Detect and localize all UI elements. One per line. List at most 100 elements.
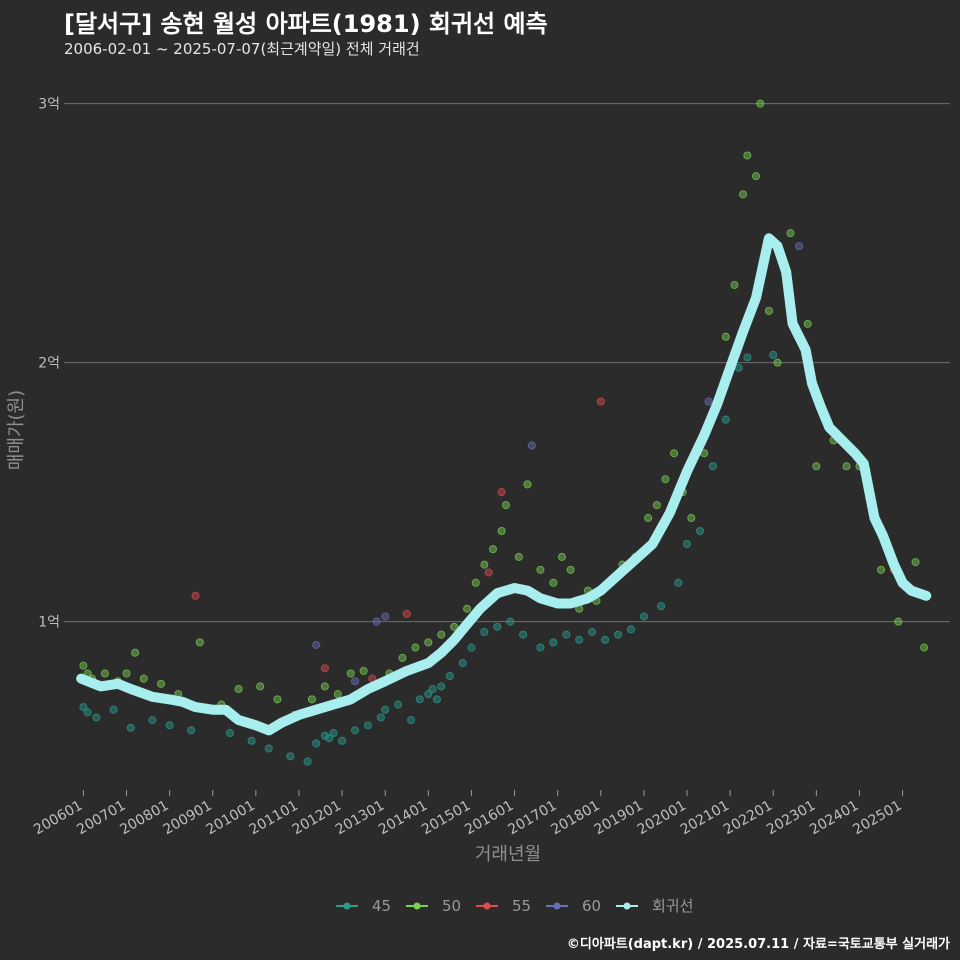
point-50 — [437, 630, 446, 639]
point-50 — [307, 695, 316, 704]
point-50 — [273, 695, 282, 704]
point-45 — [639, 612, 648, 621]
point-45 — [437, 682, 446, 691]
point-60 — [527, 441, 536, 450]
point-45 — [506, 617, 515, 626]
source-caption: ©디아파트(dapt.kr) / 2025.07.11 / 자료=국토교통부 실… — [566, 937, 950, 952]
point-60 — [351, 677, 360, 686]
point-60 — [381, 612, 390, 621]
point-45 — [428, 684, 437, 693]
gridlines — [64, 103, 950, 623]
point-45 — [549, 638, 558, 647]
point-50 — [398, 653, 407, 662]
point-50 — [480, 560, 489, 569]
point-45 — [708, 462, 717, 471]
point-50 — [463, 604, 472, 613]
x-tick-label: 202301 — [764, 798, 818, 839]
point-50 — [234, 684, 243, 693]
point-45 — [312, 739, 321, 748]
point-45 — [480, 628, 489, 637]
point-45 — [588, 628, 597, 637]
point-45 — [363, 721, 372, 730]
point-50 — [644, 514, 653, 523]
point-50 — [670, 449, 679, 458]
point-55 — [596, 397, 605, 406]
point-45 — [445, 672, 454, 681]
x-tick-label: 200901 — [160, 798, 214, 839]
point-45 — [351, 726, 360, 735]
point-50 — [501, 501, 510, 510]
point-45 — [320, 731, 329, 740]
point-45 — [415, 695, 424, 704]
point-50 — [488, 545, 497, 554]
legend-key-dot — [623, 902, 631, 910]
point-50 — [131, 648, 140, 657]
legend-label: 60 — [582, 897, 601, 915]
point-45 — [683, 539, 692, 548]
chart-title: [달서구] 송현 월성 아파트(1981) 회귀선 예측 — [64, 10, 548, 38]
regression-line — [76, 233, 932, 736]
point-45 — [381, 705, 390, 714]
x-tick-label: 201901 — [592, 798, 646, 839]
point-50 — [536, 565, 545, 574]
point-55 — [484, 568, 493, 577]
point-50 — [514, 552, 523, 561]
point-50 — [139, 674, 148, 683]
point-50 — [450, 622, 459, 631]
point-50 — [773, 358, 782, 367]
point-50 — [122, 669, 131, 678]
point-50 — [333, 690, 342, 699]
point-50 — [911, 558, 920, 567]
x-axis-title: 거래년월 — [475, 844, 541, 865]
point-50 — [523, 480, 532, 489]
legend-key-dot — [413, 902, 421, 910]
y-axis-title: 매매가(원) — [6, 390, 27, 470]
point-45 — [536, 643, 545, 652]
point-60 — [372, 617, 381, 626]
point-60 — [312, 640, 321, 649]
legend-label: 회귀선 — [652, 897, 693, 915]
point-55 — [320, 664, 329, 673]
point-50 — [721, 332, 730, 341]
point-50 — [79, 661, 88, 670]
legend-key-dot — [343, 902, 351, 910]
x-tick-label: 200601 — [31, 798, 85, 839]
point-45 — [458, 659, 467, 668]
point-50 — [256, 682, 265, 691]
point-45 — [148, 716, 157, 725]
legend-label: 55 — [512, 897, 531, 915]
point-45 — [695, 527, 704, 536]
x-tick-label: 202201 — [721, 798, 775, 839]
point-50 — [652, 501, 661, 510]
point-50 — [411, 643, 420, 652]
point-45 — [109, 705, 118, 714]
x-tick-label: 201701 — [505, 798, 559, 839]
point-45 — [407, 716, 416, 725]
point-50 — [320, 682, 329, 691]
point-50 — [739, 190, 748, 199]
point-45 — [303, 757, 312, 766]
point-50 — [730, 280, 739, 289]
y-tick-label: 2억 — [38, 356, 60, 372]
point-50 — [687, 514, 696, 523]
x-tick-label: 201001 — [204, 798, 258, 839]
point-50 — [346, 669, 355, 678]
point-50 — [751, 172, 760, 181]
x-tick-label: 201401 — [376, 798, 430, 839]
point-50 — [359, 666, 368, 675]
point-45 — [575, 635, 584, 644]
point-45 — [247, 736, 256, 745]
regression-line-group — [76, 233, 932, 736]
point-50 — [920, 643, 929, 652]
point-50 — [786, 229, 795, 238]
x-tick-label: 201201 — [290, 798, 344, 839]
legend-key-dot — [483, 902, 491, 910]
point-50 — [661, 475, 670, 484]
point-50 — [557, 552, 566, 561]
point-45 — [92, 713, 101, 722]
point-45 — [493, 622, 502, 631]
point-45 — [165, 721, 174, 730]
point-45 — [126, 723, 135, 732]
point-45 — [467, 643, 476, 652]
